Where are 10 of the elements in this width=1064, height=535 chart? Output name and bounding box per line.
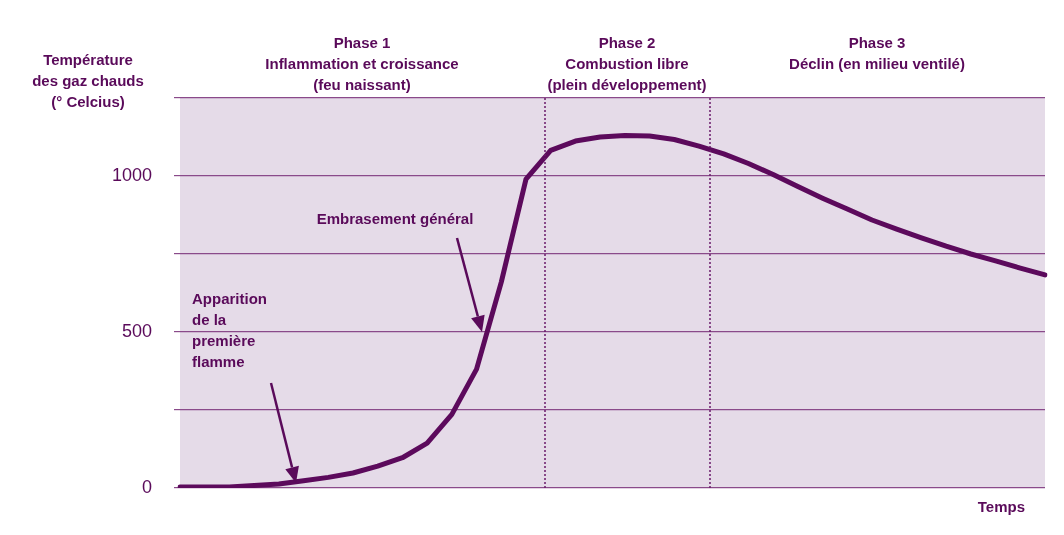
annotation: Apparition de la première flamme (192, 289, 267, 370)
y-tick-label: 0 (141, 476, 152, 497)
y-tick-label: 1000 (111, 164, 152, 185)
x-axis-title: Temps (977, 497, 1025, 515)
text: Phase 1 Inflammation et croissance (feu naissant) (265, 33, 459, 93)
annotation: Embrasement général (316, 209, 474, 227)
text: Phase 2 Combustion libre (plein développement) (547, 33, 707, 93)
text: Phase 3 Déclin (en milieu ventilé) (789, 33, 965, 72)
y-axis-title: Température des gaz chauds (° Celcius) (32, 50, 144, 110)
y-tick-label: 500 (121, 320, 152, 341)
